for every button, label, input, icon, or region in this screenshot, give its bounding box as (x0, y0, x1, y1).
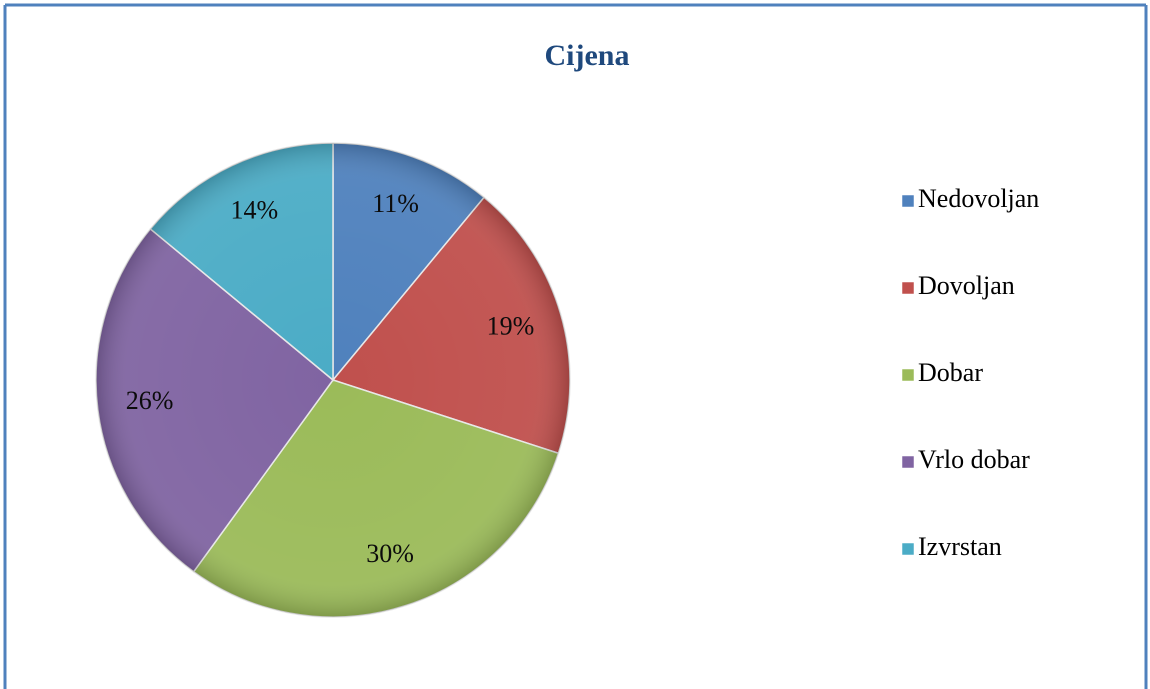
legend-label: Vrlo dobar (918, 445, 1030, 474)
legend-label: Izvrstan (918, 532, 1002, 561)
data-label: 11% (372, 189, 419, 218)
legend-label: Nedovoljan (918, 184, 1039, 213)
chart-title: Cijena (545, 39, 630, 72)
legend-swatch (901, 542, 915, 556)
legend-label: Dobar (918, 358, 983, 387)
legend-swatch (901, 194, 915, 208)
data-label: 19% (487, 311, 535, 340)
data-label: 26% (126, 386, 174, 415)
legend-label: Dovoljan (918, 271, 1015, 300)
legend-swatch (901, 455, 915, 469)
legend-swatch (901, 368, 915, 382)
legend-swatch (901, 281, 915, 295)
data-label: 30% (366, 539, 414, 568)
data-label: 14% (230, 196, 278, 225)
frame (3, 3, 1148, 689)
